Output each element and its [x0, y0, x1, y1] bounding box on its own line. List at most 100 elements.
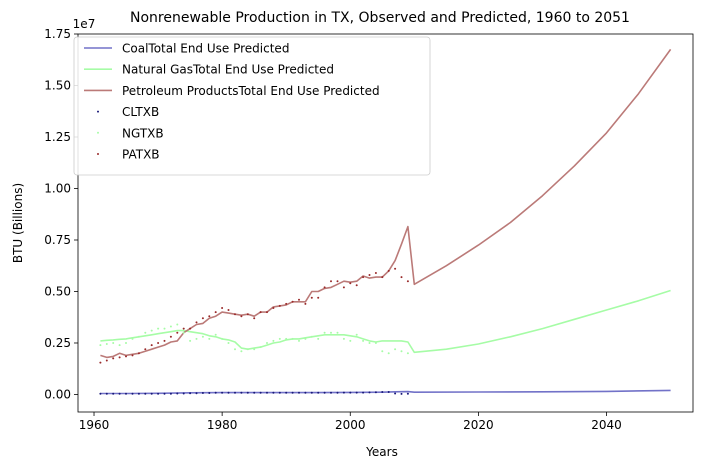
- data-point-patxb: [169, 335, 172, 338]
- data-point-cltxb: [381, 391, 384, 393]
- x-tick-label: 1980: [207, 418, 238, 432]
- y-tick-label: 0.50: [44, 284, 71, 298]
- data-point-patxb: [336, 280, 339, 283]
- data-point-cltxb: [214, 391, 217, 394]
- data-point-ngtxb: [125, 342, 127, 344]
- y-tick-label: 1.50: [44, 78, 71, 92]
- data-point-cltxb: [99, 392, 102, 395]
- data-point-patxb: [285, 302, 288, 305]
- data-point-patxb: [208, 315, 211, 318]
- data-point-cltxb: [323, 391, 326, 394]
- data-point-cltxb: [195, 392, 198, 395]
- legend-label-patxb: PATXB: [122, 148, 160, 162]
- data-point-patxb: [137, 352, 140, 355]
- data-point-patxb: [131, 354, 134, 357]
- y-tick-label: 1.75: [44, 27, 71, 41]
- data-point-patxb: [291, 300, 294, 303]
- legend-label-petroleum-productstotal-end-use-predicted: Petroleum ProductsTotal End Use Predicte…: [122, 84, 380, 98]
- data-point-cltxb: [246, 391, 249, 394]
- data-point-patxb: [342, 286, 345, 289]
- data-point-ngtxb: [381, 350, 384, 353]
- y-axis: 0.00 0.25 0.50 0.75 1.00 1.25 1.50 1.75: [44, 27, 78, 401]
- data-point-ngtxb: [208, 337, 211, 340]
- data-point-cltxb: [278, 391, 281, 394]
- x-tick-label: 2040: [591, 418, 622, 432]
- data-point-ngtxb: [394, 348, 397, 351]
- legend-label-natural-gastotal-end-use-predicted: Natural GasTotal End Use Predicted: [122, 63, 334, 77]
- legend-swatch-ngtxb: [97, 131, 99, 134]
- data-point-patxb: [214, 311, 217, 314]
- data-point-ngtxb: [227, 342, 230, 344]
- data-point-ngtxb: [272, 339, 275, 342]
- data-point-cltxb: [137, 392, 140, 395]
- data-point-ngtxb: [406, 352, 409, 355]
- plot-area: [99, 48, 672, 395]
- data-point-patxb: [330, 280, 332, 283]
- data-point-patxb: [246, 313, 249, 316]
- data-point-ngtxb: [144, 331, 147, 334]
- data-point-cltxb: [157, 392, 160, 395]
- data-point-cltxb: [208, 392, 211, 394]
- y-offset-text: 1e7: [73, 17, 96, 31]
- data-point-ngtxb: [362, 339, 365, 342]
- data-point-patxb: [374, 272, 377, 274]
- y-tick-label: 0.75: [44, 233, 71, 247]
- data-point-cltxb: [310, 391, 313, 394]
- data-point-cltxb: [272, 391, 275, 394]
- data-point-ngtxb: [189, 339, 192, 342]
- legend-label-cltxb: CLTXB: [122, 105, 159, 119]
- data-point-ngtxb: [169, 325, 172, 328]
- data-point-patxb: [240, 315, 243, 318]
- data-point-patxb: [125, 355, 127, 358]
- data-point-ngtxb: [118, 344, 121, 347]
- data-point-ngtxb: [374, 342, 377, 344]
- data-point-ngtxb: [317, 337, 320, 340]
- data-point-ngtxb: [342, 337, 345, 340]
- data-point-cltxb: [125, 392, 127, 395]
- data-point-ngtxb: [112, 342, 115, 344]
- legend-label-ngtxb: NGTXB: [122, 126, 164, 140]
- data-point-ngtxb: [105, 343, 108, 345]
- data-point-patxb: [323, 286, 326, 289]
- data-point-patxb: [349, 282, 352, 285]
- data-point-patxb: [157, 342, 160, 344]
- data-point-patxb: [368, 274, 371, 276]
- legend-label-coaltotal-end-use-predicted: CoalTotal End Use Predicted: [122, 42, 289, 56]
- data-point-ngtxb: [291, 337, 294, 340]
- data-point-cltxb: [221, 391, 224, 394]
- data-point-cltxb: [394, 392, 397, 395]
- data-point-cltxb: [144, 392, 147, 395]
- data-point-patxb: [105, 359, 108, 362]
- data-point-ngtxb: [336, 331, 339, 334]
- data-point-ngtxb: [163, 327, 166, 330]
- data-point-ngtxb: [310, 335, 313, 338]
- data-point-patxb: [144, 348, 147, 351]
- data-point-ngtxb: [266, 342, 268, 344]
- data-point-patxb: [195, 321, 198, 324]
- data-point-cltxb: [150, 392, 153, 395]
- y-tick-label: 0.25: [44, 336, 71, 350]
- data-point-cltxb: [336, 391, 339, 394]
- data-point-patxb: [298, 298, 300, 301]
- data-point-ngtxb: [201, 335, 204, 338]
- data-point-cltxb: [400, 392, 403, 395]
- data-point-ngtxb: [182, 331, 185, 334]
- x-tick-label: 2000: [335, 418, 366, 432]
- data-point-ngtxb: [400, 350, 403, 353]
- data-point-ngtxb: [304, 337, 307, 340]
- data-point-cltxb: [374, 391, 377, 394]
- data-point-cltxb: [368, 391, 371, 394]
- data-point-ngtxb: [349, 339, 352, 342]
- x-tick-label: 2020: [463, 418, 494, 432]
- data-point-cltxb: [234, 391, 236, 394]
- y-tick-label: 1.25: [44, 130, 71, 144]
- data-point-patxb: [278, 304, 281, 307]
- data-point-cltxb: [387, 391, 390, 393]
- x-axis-label: Years: [365, 445, 398, 459]
- x-axis: 1960 1980 2000 2020 2040: [79, 412, 622, 432]
- data-point-cltxb: [304, 391, 307, 394]
- legend-swatch-patxb: [97, 153, 99, 155]
- data-point-ngtxb: [278, 337, 281, 340]
- data-point-patxb: [355, 284, 358, 287]
- data-point-cltxb: [317, 391, 320, 394]
